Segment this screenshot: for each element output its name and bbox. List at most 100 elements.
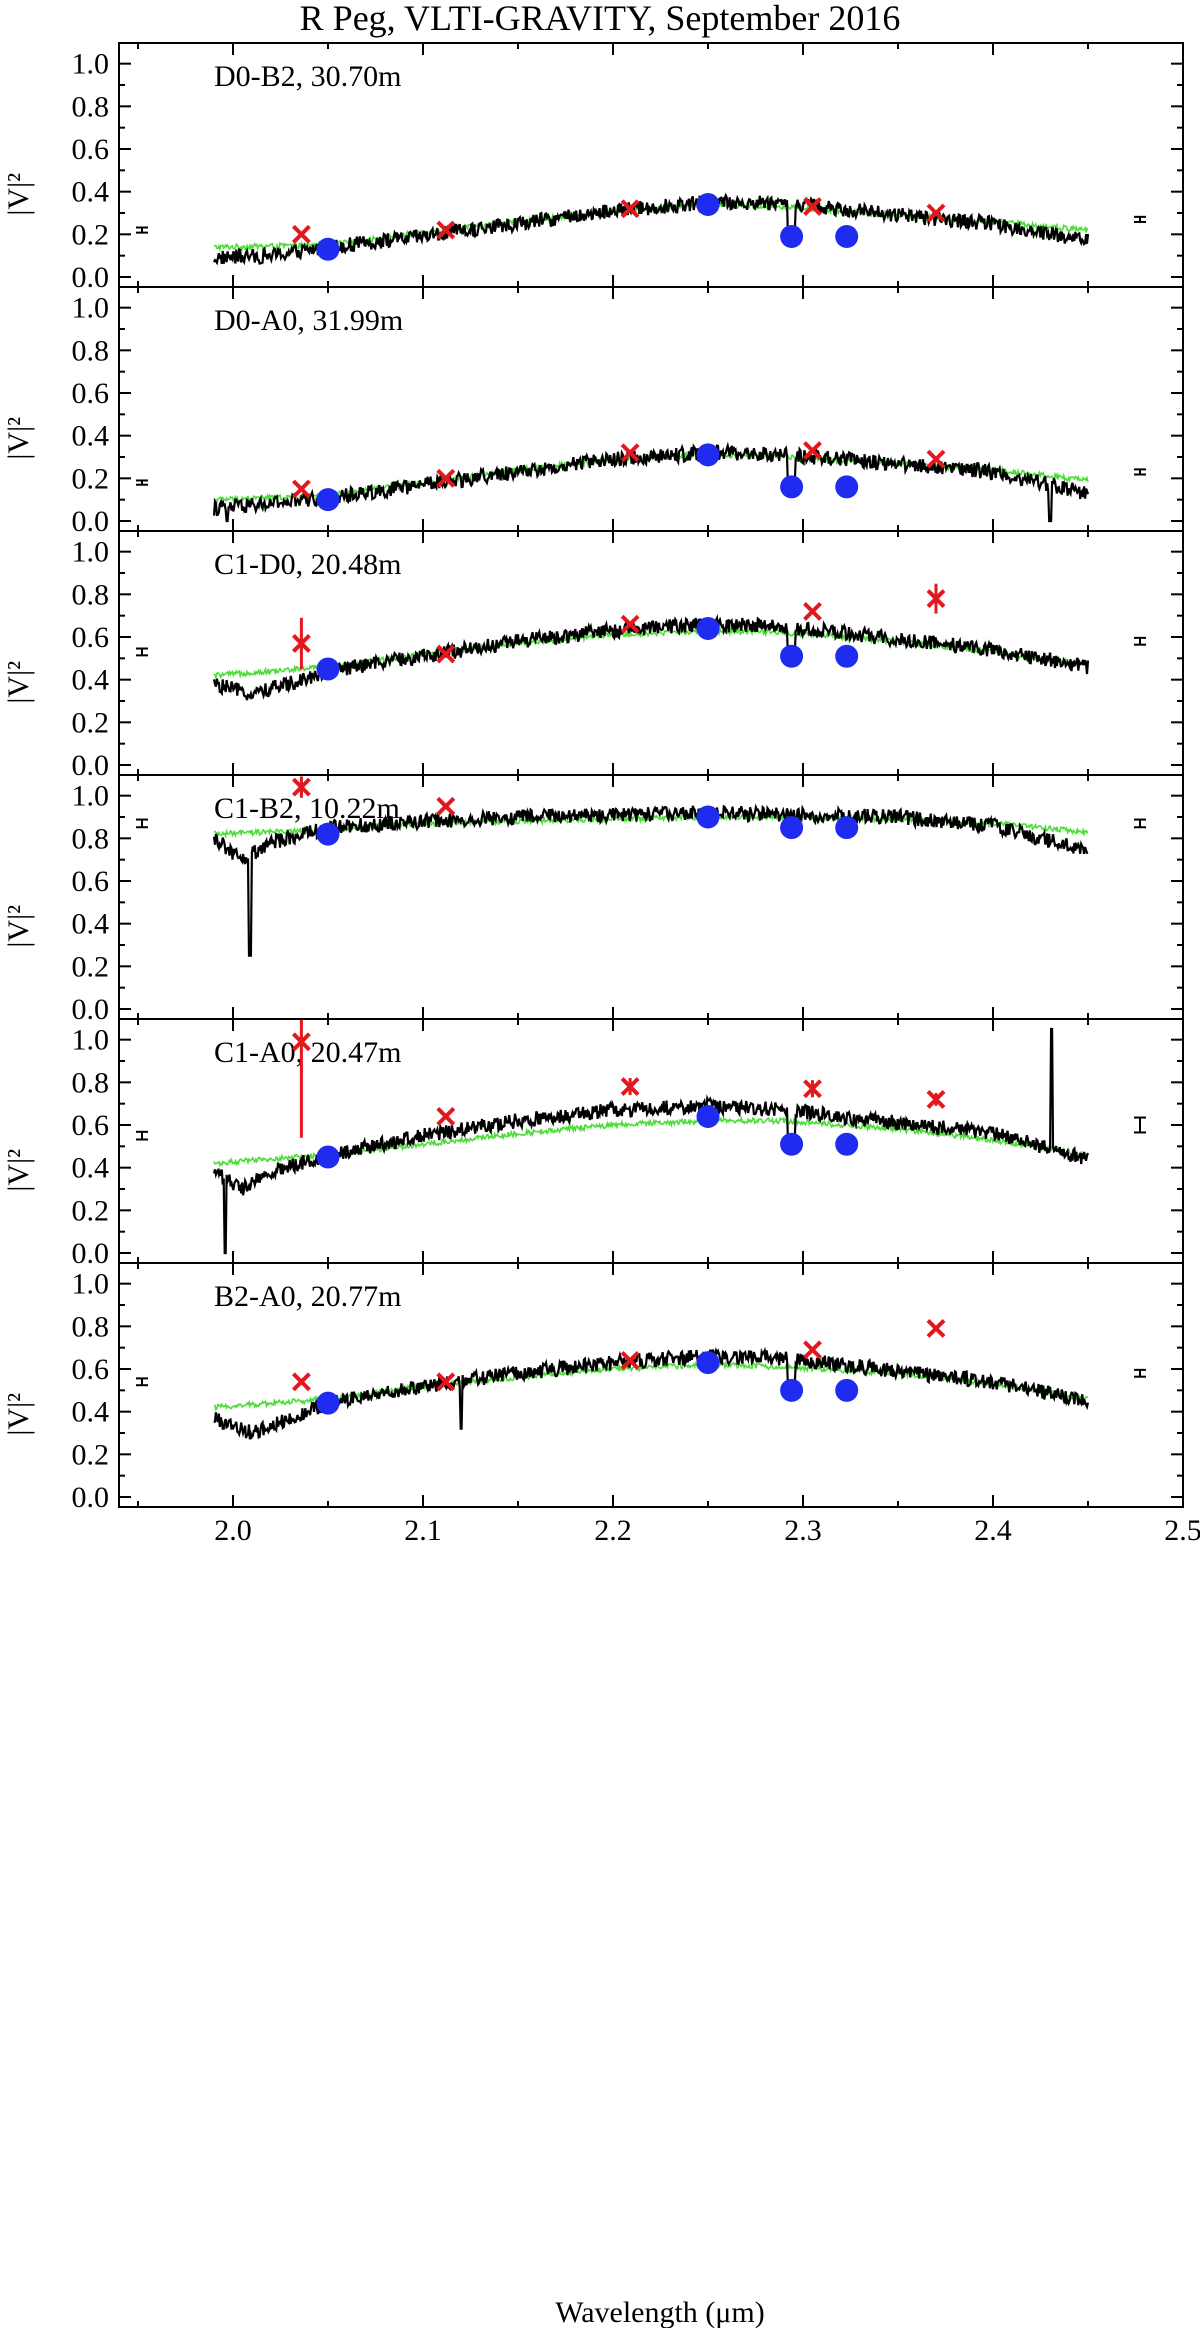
x-tick-label: 2.5 [1164, 1514, 1200, 1547]
panel-label: C1-D0, 20.48m [214, 548, 402, 581]
data-point-circle [780, 644, 804, 668]
y-tick-label: 0.4 [72, 1396, 110, 1429]
y-tick-label: 0.0 [72, 505, 110, 538]
data-point-cross [926, 1089, 946, 1109]
y-tick-label: 0.6 [72, 1109, 110, 1142]
y-tick-label: 0.8 [72, 578, 110, 611]
y-tick-label: 0.0 [72, 1237, 110, 1270]
panel-c1-b2: 0.0 0.2 0.4 0.6 0.8 1.0 |V|² C1-B2, 10.22m [2, 774, 1184, 1026]
data-point-cross [620, 443, 640, 463]
data-point-cross [803, 1340, 822, 1360]
chart-panels: 0.00.20.40.60.81.0|V|²D0-B2, 30.70m0.00.… [2, 42, 1200, 1547]
data-point-cross [803, 197, 822, 217]
y-tick-label: 0.6 [72, 133, 110, 166]
data-point-cross [291, 1032, 311, 1052]
y-axis-label: |V|² [2, 1393, 35, 1436]
data-point-cross [803, 601, 822, 621]
observed-spectrum-line [212, 441, 1090, 523]
y-tick-label: 0.8 [72, 822, 110, 855]
y-tick-label: 0.4 [72, 908, 110, 941]
x-tick-label: 2.1 [404, 1514, 442, 1547]
x-tick-label: 2.4 [974, 1514, 1012, 1547]
data-point-circle [780, 224, 804, 248]
y-tick-label: 0.0 [72, 1481, 110, 1514]
observed-spectrum-line [212, 1027, 1090, 1255]
y-tick-label: 1.0 [72, 48, 110, 81]
data-point-circle [316, 657, 340, 681]
panel-d0-a0: 0.0 0.2 0.4 0.6 0.8 1.0 |V|² D0-A0, 31.99m [2, 286, 1184, 538]
data-point-cross [803, 441, 822, 461]
y-tick-label: 0.0 [72, 749, 110, 782]
y-tick-label: 0.6 [72, 621, 110, 654]
panel-d0-b2: 0.0 0.2 0.4 0.6 0.8 1.0 |V|² D0-B2, 30.70m [2, 42, 1184, 294]
y-tick-label: 1.0 [72, 780, 110, 813]
x-axis-label: Wavelength (μm) [555, 2296, 764, 2328]
data-point-cross [436, 220, 456, 240]
y-tick-label: 0.4 [72, 420, 110, 453]
x-tick-label: 2.2 [594, 1514, 632, 1547]
panel-c1-a0: 0.0 0.2 0.4 0.6 0.8 1.0 |V|² C1-A0, 20.47m [2, 1018, 1184, 1270]
y-tick-label: 0.2 [72, 706, 110, 739]
data-point-cross [803, 1079, 822, 1099]
data-point-cross [436, 796, 456, 816]
data-point-cross [291, 479, 311, 499]
panel-label: D0-A0, 31.99m [214, 304, 403, 337]
data-point-cross [926, 203, 946, 223]
data-point-cross [620, 614, 640, 634]
data-point-cross [620, 1351, 640, 1370]
data-point-circle [835, 475, 859, 499]
data-point-cross [291, 777, 311, 797]
y-axis-label: |V|² [2, 905, 35, 948]
data-point-cross [436, 644, 456, 664]
y-tick-label: 0.6 [72, 1353, 110, 1386]
data-point-circle [835, 816, 859, 840]
y-axis-label: |V|² [2, 1149, 35, 1192]
data-point-circle [835, 1132, 859, 1156]
y-tick-label: 0.4 [72, 664, 110, 697]
data-point-circle [696, 1104, 720, 1128]
observed-spectrum-line [213, 192, 1090, 266]
data-point-circle [780, 1378, 804, 1402]
data-point-cross [436, 1107, 456, 1126]
y-tick-label: 0.2 [72, 1194, 110, 1227]
y-tick-label: 0.8 [72, 334, 110, 367]
data-point-circle [316, 822, 340, 846]
data-point-cross [926, 1319, 946, 1338]
data-point-circle [316, 1391, 340, 1415]
data-point-cross [926, 589, 946, 609]
data-point-circle [835, 224, 859, 248]
data-point-circle [316, 1145, 340, 1169]
data-point-circle [780, 1132, 804, 1156]
data-point-circle [780, 816, 804, 840]
y-tick-label: 0.8 [72, 1310, 110, 1343]
y-tick-label: 1.0 [72, 1268, 110, 1301]
y-tick-label: 0.2 [72, 950, 110, 983]
y-axis-label: |V|² [2, 173, 35, 216]
data-point-cross [291, 1372, 311, 1392]
y-tick-label: 0.4 [72, 176, 110, 209]
y-tick-label: 0.0 [72, 261, 110, 294]
observed-spectrum-line [212, 613, 1090, 701]
panel-b2-a0: 0.0 0.2 0.4 0.6 0.8 1.0 |V|² B2-A0, 20.77m [2, 1262, 1184, 1514]
data-point-cross [291, 633, 311, 653]
y-axis-label: |V|² [2, 661, 35, 704]
y-tick-label: 0.4 [72, 1152, 110, 1185]
x-tick-label: 2.3 [784, 1514, 822, 1547]
y-tick-label: 0.2 [72, 218, 110, 251]
data-point-cross [620, 199, 640, 219]
y-tick-label: 1.0 [72, 1024, 110, 1057]
data-point-circle [696, 805, 720, 829]
observed-spectrum-line [213, 1346, 1090, 1440]
data-point-circle [780, 475, 804, 499]
y-tick-label: 0.8 [72, 90, 110, 123]
data-point-circle [835, 644, 859, 668]
panel-c1-d0: 0.0 0.2 0.4 0.6 0.8 1.0 |V|² C1-D0, 20.48m [2, 530, 1184, 782]
y-tick-label: 0.2 [72, 1438, 110, 1471]
data-point-cross [291, 224, 311, 244]
panel-label: B2-A0, 20.77m [214, 1280, 402, 1313]
y-tick-label: 0.2 [72, 462, 110, 495]
observed-spectrum-line [212, 803, 1089, 957]
y-axis-label: |V|² [2, 417, 35, 460]
y-tick-label: 0.6 [72, 377, 110, 410]
